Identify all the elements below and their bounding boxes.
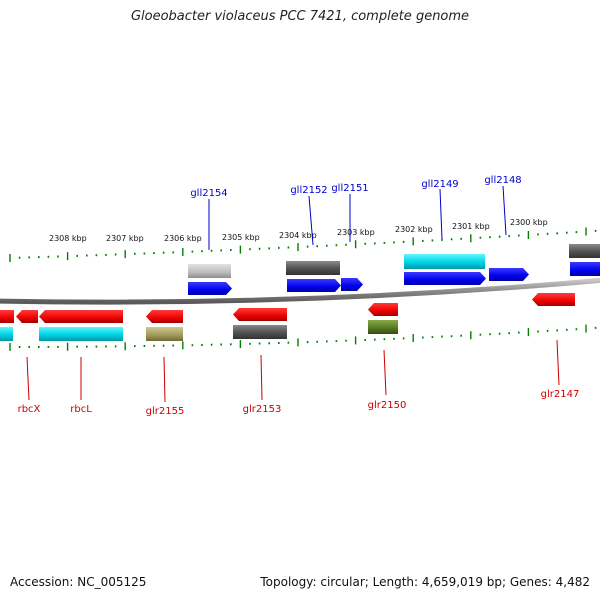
- gene-arrow-gll2148[interactable]: [489, 268, 529, 281]
- leader-line-rbcX: [26, 356, 30, 401]
- accession-text: Accession: NC_005125: [10, 575, 147, 589]
- gene-arrow-rbcX[interactable]: [16, 310, 38, 323]
- gene-arrow-glr2150[interactable]: [368, 303, 398, 316]
- leader-line-gll2149: [439, 188, 443, 240]
- feature-block-gray: [286, 261, 340, 275]
- scale-label-2308: 2308 kbp: [49, 234, 87, 243]
- scale-label-2307: 2307 kbp: [106, 234, 144, 243]
- leader-line-glr2153: [260, 354, 263, 401]
- gene-arrow-right-edge[interactable]: [570, 262, 600, 276]
- gene-label-gll2152[interactable]: gll2152: [290, 185, 327, 196]
- gene-label-gll2151[interactable]: gll2151: [331, 183, 368, 194]
- genome-summary-text: Topology: circular; Length: 4,659,019 bp…: [260, 575, 590, 589]
- scale-ticks-bottom: [9, 324, 597, 351]
- scale-label-2300: 2300 kbp: [510, 218, 548, 227]
- leader-line-glr2155: [163, 356, 166, 403]
- leader-line-glr2147: [556, 339, 560, 386]
- feature-block-olive: [146, 327, 183, 341]
- feature-block-cyan: [39, 327, 123, 341]
- feature-block-cyan: [404, 254, 485, 269]
- gene-arrow-gll2151[interactable]: [341, 278, 363, 291]
- scale-label-2302: 2302 kbp: [395, 225, 433, 234]
- gene-label-rbcX[interactable]: rbcX: [18, 404, 41, 415]
- gene-arrow-glr2147[interactable]: [532, 293, 575, 306]
- feature-block-light-gray: [188, 264, 231, 278]
- gene-arrow-glr2153[interactable]: [233, 308, 287, 321]
- gene-label-glr2153[interactable]: glr2153: [243, 404, 282, 415]
- gene-arrow-gll2154[interactable]: [188, 282, 232, 295]
- leader-line-glr2150: [383, 349, 387, 396]
- feature-block-cyan: [0, 327, 13, 341]
- leader-line-gll2148: [502, 185, 507, 236]
- feature-block-green: [368, 320, 398, 334]
- gene-arrow-rbcL[interactable]: [39, 310, 123, 323]
- scale-label-2306: 2306 kbp: [164, 234, 202, 243]
- reverse-strand-features: [0, 293, 575, 341]
- genome-backbone: [0, 277, 600, 305]
- scale-label-2303: 2303 kbp: [337, 228, 375, 237]
- gene-arrow-gll2152[interactable]: [287, 279, 341, 292]
- gene-label-gll2148[interactable]: gll2148: [484, 175, 521, 186]
- leader-line-gll2152: [308, 195, 314, 246]
- gene-label-gll2149[interactable]: gll2149: [421, 179, 458, 190]
- gene-label-glr2150[interactable]: glr2150: [368, 400, 407, 411]
- scale-label-2304: 2304 kbp: [279, 231, 317, 240]
- feature-block-gray: [569, 244, 600, 258]
- gene-arrow-gll2149[interactable]: [404, 272, 486, 285]
- gene-arrow-left-edge[interactable]: [0, 310, 14, 323]
- gene-arrow-glr2155[interactable]: [146, 310, 183, 323]
- gene-label-glr2155[interactable]: glr2155: [146, 406, 185, 417]
- gene-label-rbcL[interactable]: rbcL: [70, 404, 92, 415]
- feature-block-gray: [233, 325, 287, 339]
- scale-label-2301: 2301 kbp: [452, 222, 490, 231]
- forward-strand-features: [188, 244, 600, 295]
- genome-title: Gloeobacter violaceus PCC 7421, complete…: [130, 9, 470, 24]
- gene-label-glr2147[interactable]: glr2147: [541, 389, 580, 400]
- gene-label-gll2154[interactable]: gll2154: [190, 188, 227, 199]
- scale-label-2305: 2305 kbp: [222, 233, 260, 242]
- scale-ticks-top: [9, 227, 597, 262]
